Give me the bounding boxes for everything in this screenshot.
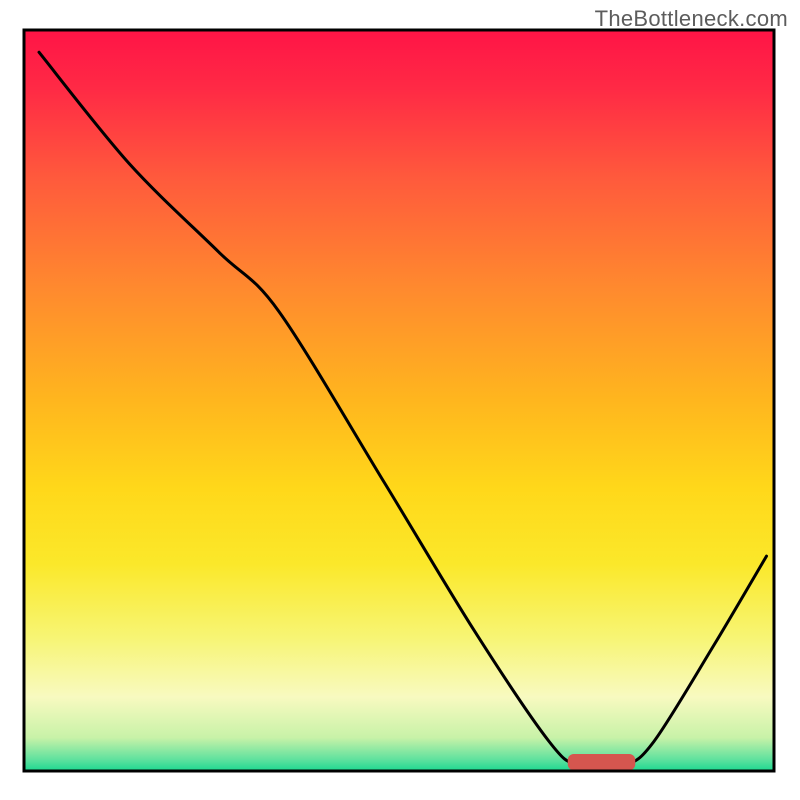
bottleneck-chart: TheBottleneck.com bbox=[0, 0, 800, 800]
watermark-label: TheBottleneck.com bbox=[595, 6, 788, 32]
sweet-spot-marker bbox=[568, 754, 636, 770]
chart-svg bbox=[0, 0, 800, 800]
gradient-background bbox=[24, 30, 774, 771]
